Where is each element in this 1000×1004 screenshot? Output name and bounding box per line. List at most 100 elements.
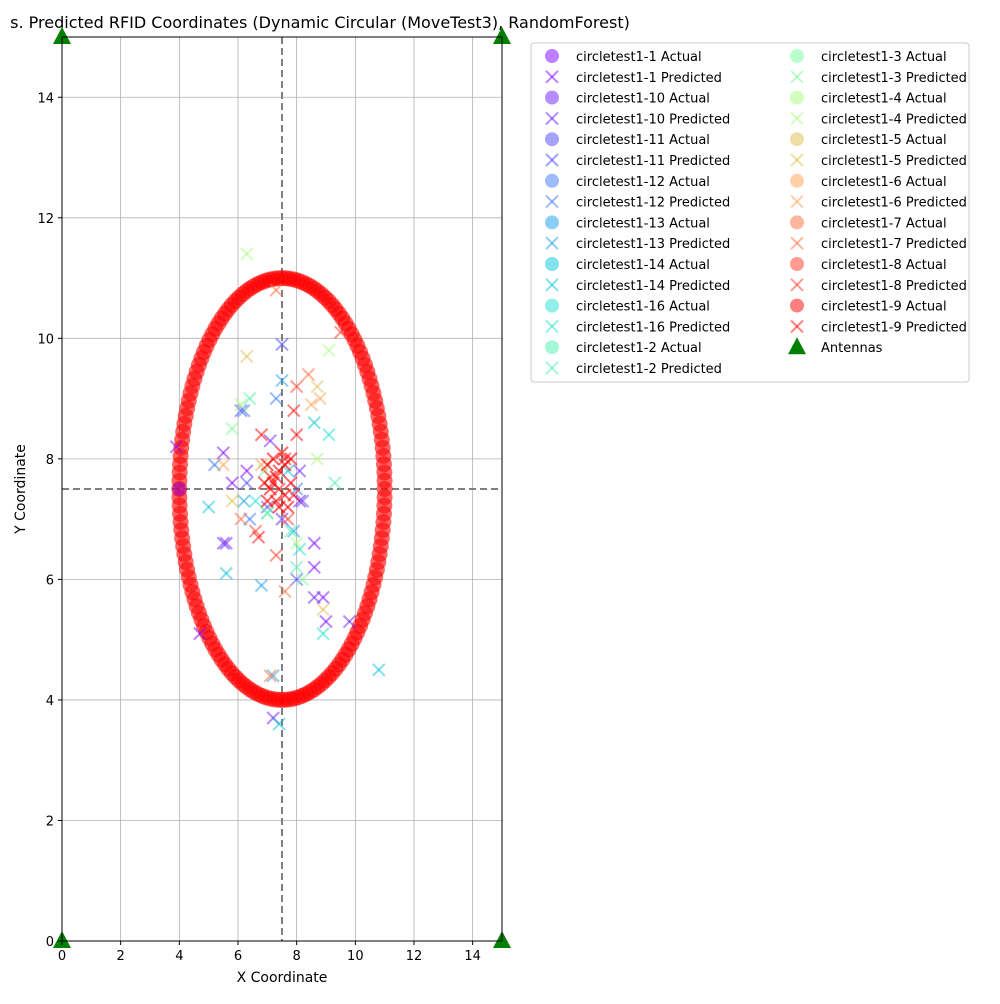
- legend-marker-antenna: [788, 337, 806, 355]
- predicted-point: [216, 446, 231, 460]
- legend-label: circletest1-1 Actual: [576, 50, 702, 65]
- predicted-point: [292, 464, 307, 478]
- actual-path: [171, 270, 393, 708]
- legend-marker-actual: [790, 215, 804, 230]
- legend-entry: circletest1-6 Actual: [790, 173, 947, 190]
- predicted-point: [225, 494, 239, 508]
- legend-label: circletest1-13 Predicted: [576, 237, 730, 252]
- legend-entry: circletest1-8 Predicted: [790, 278, 967, 294]
- predicted-point: [287, 524, 301, 538]
- legend-entry: Antennas: [788, 337, 883, 356]
- legend-marker-predicted: [790, 236, 804, 250]
- legend-label: circletest1-10 Actual: [576, 92, 710, 107]
- legend-label: circletest1-3 Predicted: [821, 71, 967, 86]
- predicted-point: [263, 434, 277, 448]
- legend-label: circletest1-6 Actual: [821, 175, 947, 190]
- predicted-point: [254, 458, 269, 472]
- legend-marker-predicted: [545, 70, 559, 84]
- legend-entry: circletest1-9 Predicted: [790, 319, 967, 335]
- predicted-point: [234, 512, 248, 526]
- y-axis-label: Y Coordinate: [13, 444, 29, 535]
- x-tick-label: 4: [175, 949, 183, 964]
- legend-marker-predicted: [790, 153, 804, 167]
- legend-entry: circletest1-10 Predicted: [545, 111, 730, 127]
- predicted-point: [243, 391, 257, 406]
- legend-marker-predicted: [790, 70, 804, 84]
- predicted-point: [269, 391, 283, 406]
- predicted-point: [289, 572, 304, 587]
- x-tick-label: 0: [58, 949, 66, 964]
- predicted-point: [240, 247, 254, 261]
- predicted-point: [289, 560, 304, 575]
- predicted-point: [193, 626, 207, 641]
- legend-label: circletest1-13 Actual: [576, 216, 710, 231]
- predicted-point: [266, 669, 280, 683]
- legend-entry: circletest1-2 Actual: [545, 340, 702, 356]
- x-tick-label: 2: [117, 949, 125, 964]
- predicted-point: [234, 403, 248, 418]
- predicted-points: [169, 247, 386, 731]
- predicted-point: [295, 494, 310, 508]
- x-tick-label: 8: [293, 949, 301, 964]
- y-tick-label: 8: [46, 453, 54, 468]
- legend-label: circletest1-10 Predicted: [576, 112, 730, 127]
- antenna-marker: [493, 27, 511, 44]
- predicted-point: [289, 428, 304, 442]
- predicted-point: [260, 506, 275, 520]
- legend-label: circletest1-5 Predicted: [821, 154, 967, 169]
- legend-label: circletest1-8 Actual: [821, 258, 947, 273]
- legend-marker-actual: [545, 340, 559, 355]
- legend-marker-predicted: [790, 111, 804, 126]
- legend-marker-actual: [545, 90, 559, 105]
- predicted-point: [307, 536, 321, 550]
- legend-entry: circletest1-7 Predicted: [790, 236, 967, 252]
- predicted-point: [333, 325, 348, 340]
- y-tick-label: 2: [46, 814, 54, 829]
- x-axis-ticks: 0 2 4 6 8 10 12 14: [58, 941, 481, 964]
- legend-label: circletest1-11 Predicted: [576, 154, 730, 169]
- predicted-point: [342, 614, 357, 629]
- y-tick-label: 4: [46, 694, 54, 709]
- legend: circletest1-1 Actual circletest1-1 Predic…: [530, 42, 970, 383]
- legend-label: Antennas: [821, 341, 883, 356]
- legend-entry: circletest1-12 Actual: [545, 173, 710, 190]
- legend-marker-predicted: [545, 153, 559, 167]
- predicted-point: [322, 343, 336, 358]
- legend-entry: circletest1-16 Predicted: [545, 319, 730, 335]
- predicted-point: [234, 397, 248, 412]
- predicted-point: [260, 500, 275, 514]
- predicted-point: [237, 494, 251, 508]
- predicted-point: [216, 458, 231, 472]
- predicted-point: [295, 572, 310, 587]
- predicted-point: [287, 403, 301, 418]
- legend-entry: circletest1-1 Predicted: [545, 70, 722, 86]
- predicted-point: [319, 614, 333, 629]
- predicted-point: [225, 422, 239, 436]
- predicted-point: [219, 536, 233, 550]
- actual-point: [376, 489, 393, 506]
- x-axis-label: X Coordinate: [237, 970, 328, 986]
- legend-label: circletest1-7 Predicted: [821, 237, 967, 252]
- predicted-point: [169, 440, 184, 454]
- predicted-point: [310, 379, 324, 394]
- legend-entry: circletest1-14 Actual: [545, 257, 710, 273]
- legend-marker-actual: [545, 132, 559, 147]
- legend-label: circletest1-3 Actual: [821, 50, 947, 65]
- legend-entry: circletest1-7 Actual: [790, 215, 947, 231]
- predicted-point: [284, 452, 298, 466]
- legend-entry: circletest1-10 Actual: [545, 90, 710, 107]
- predicted-point: [251, 530, 266, 544]
- legend-entry: circletest1-11 Actual: [545, 132, 710, 148]
- predicted-point: [254, 578, 269, 593]
- predicted-point: [284, 476, 298, 490]
- predicted-point: [269, 548, 283, 563]
- predicted-point: [275, 337, 289, 352]
- predicted-point: [316, 602, 330, 617]
- predicted-point: [372, 663, 386, 677]
- predicted-point: [310, 452, 324, 466]
- legend-entry: circletest1-8 Actual: [790, 257, 947, 273]
- legend-marker-predicted: [790, 194, 804, 209]
- x-tick-label: 10: [347, 949, 364, 964]
